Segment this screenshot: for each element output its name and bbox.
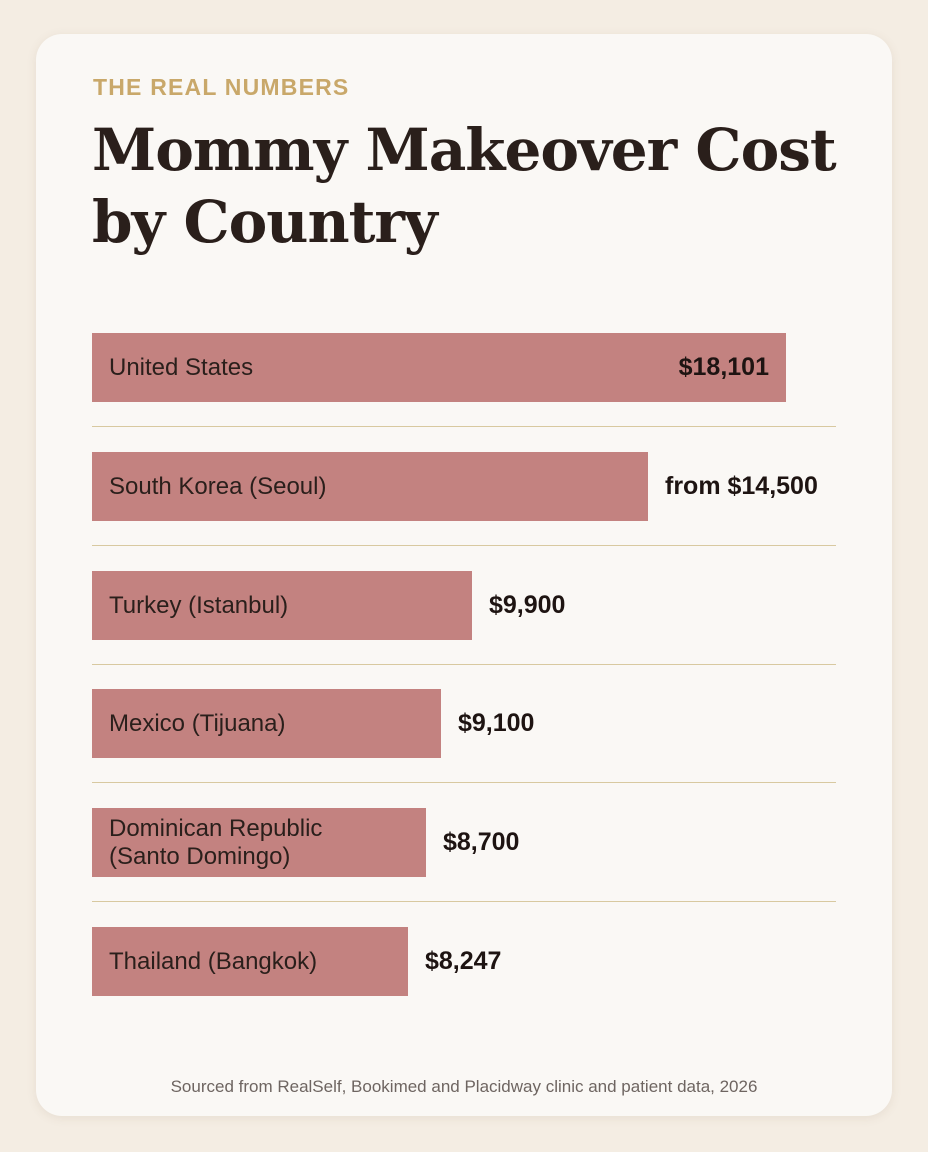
row-divider xyxy=(92,901,836,902)
source-note: Sourced from RealSelf, Bookimed and Plac… xyxy=(170,1077,758,1096)
bar-row: United States $18,101 xyxy=(92,333,836,402)
bar-value-label: from $14,500 xyxy=(665,472,818,500)
bar-value-label: $8,700 xyxy=(443,828,520,856)
row-divider xyxy=(92,545,836,546)
chart-card: THE REAL NUMBERS Mommy Makeover Cost by … xyxy=(36,34,892,1116)
row-divider xyxy=(92,426,836,427)
bar-value-label: $8,247 xyxy=(425,947,502,975)
row-divider xyxy=(92,782,836,783)
bar-category-label: Turkey (Istanbul) xyxy=(109,591,289,619)
bar-row: Mexico (Tijuana) $9,100 xyxy=(92,689,836,758)
bar xyxy=(92,333,786,402)
bar-category-label: South Korea (Seoul) xyxy=(109,472,327,500)
bar-chart: United States $18,101 South Korea (Seoul) f… xyxy=(92,333,836,997)
eyebrow-label: THE REAL NUMBERS xyxy=(93,74,350,100)
bar-value-label: $9,900 xyxy=(489,591,566,619)
bar-category-label: Thailand (Bangkok) xyxy=(109,947,318,975)
chart-title: Mommy Makeover Cost by Country xyxy=(92,116,837,256)
bar xyxy=(92,927,408,996)
bar-row: South Korea (Seoul) from $14,500 xyxy=(92,452,836,521)
bar-value-label: $9,100 xyxy=(458,709,535,737)
bar-category-label: Dominican Republic (Santo Domingo) xyxy=(109,814,323,870)
bar xyxy=(92,571,472,640)
bar-row: Turkey (Istanbul) $9,900 xyxy=(92,571,836,640)
bar-category-label: Mexico (Tijuana) xyxy=(109,709,286,737)
bar-value-label: $18,101 xyxy=(678,353,769,381)
bar-row: Dominican Republic (Santo Domingo) $8,700 xyxy=(92,808,836,877)
bar xyxy=(92,452,648,521)
bar xyxy=(92,808,426,877)
bar-category-label: United States xyxy=(109,353,254,381)
bar-row: Thailand (Bangkok) $8,247 xyxy=(92,927,836,996)
bar xyxy=(92,689,441,758)
row-divider xyxy=(92,664,836,665)
